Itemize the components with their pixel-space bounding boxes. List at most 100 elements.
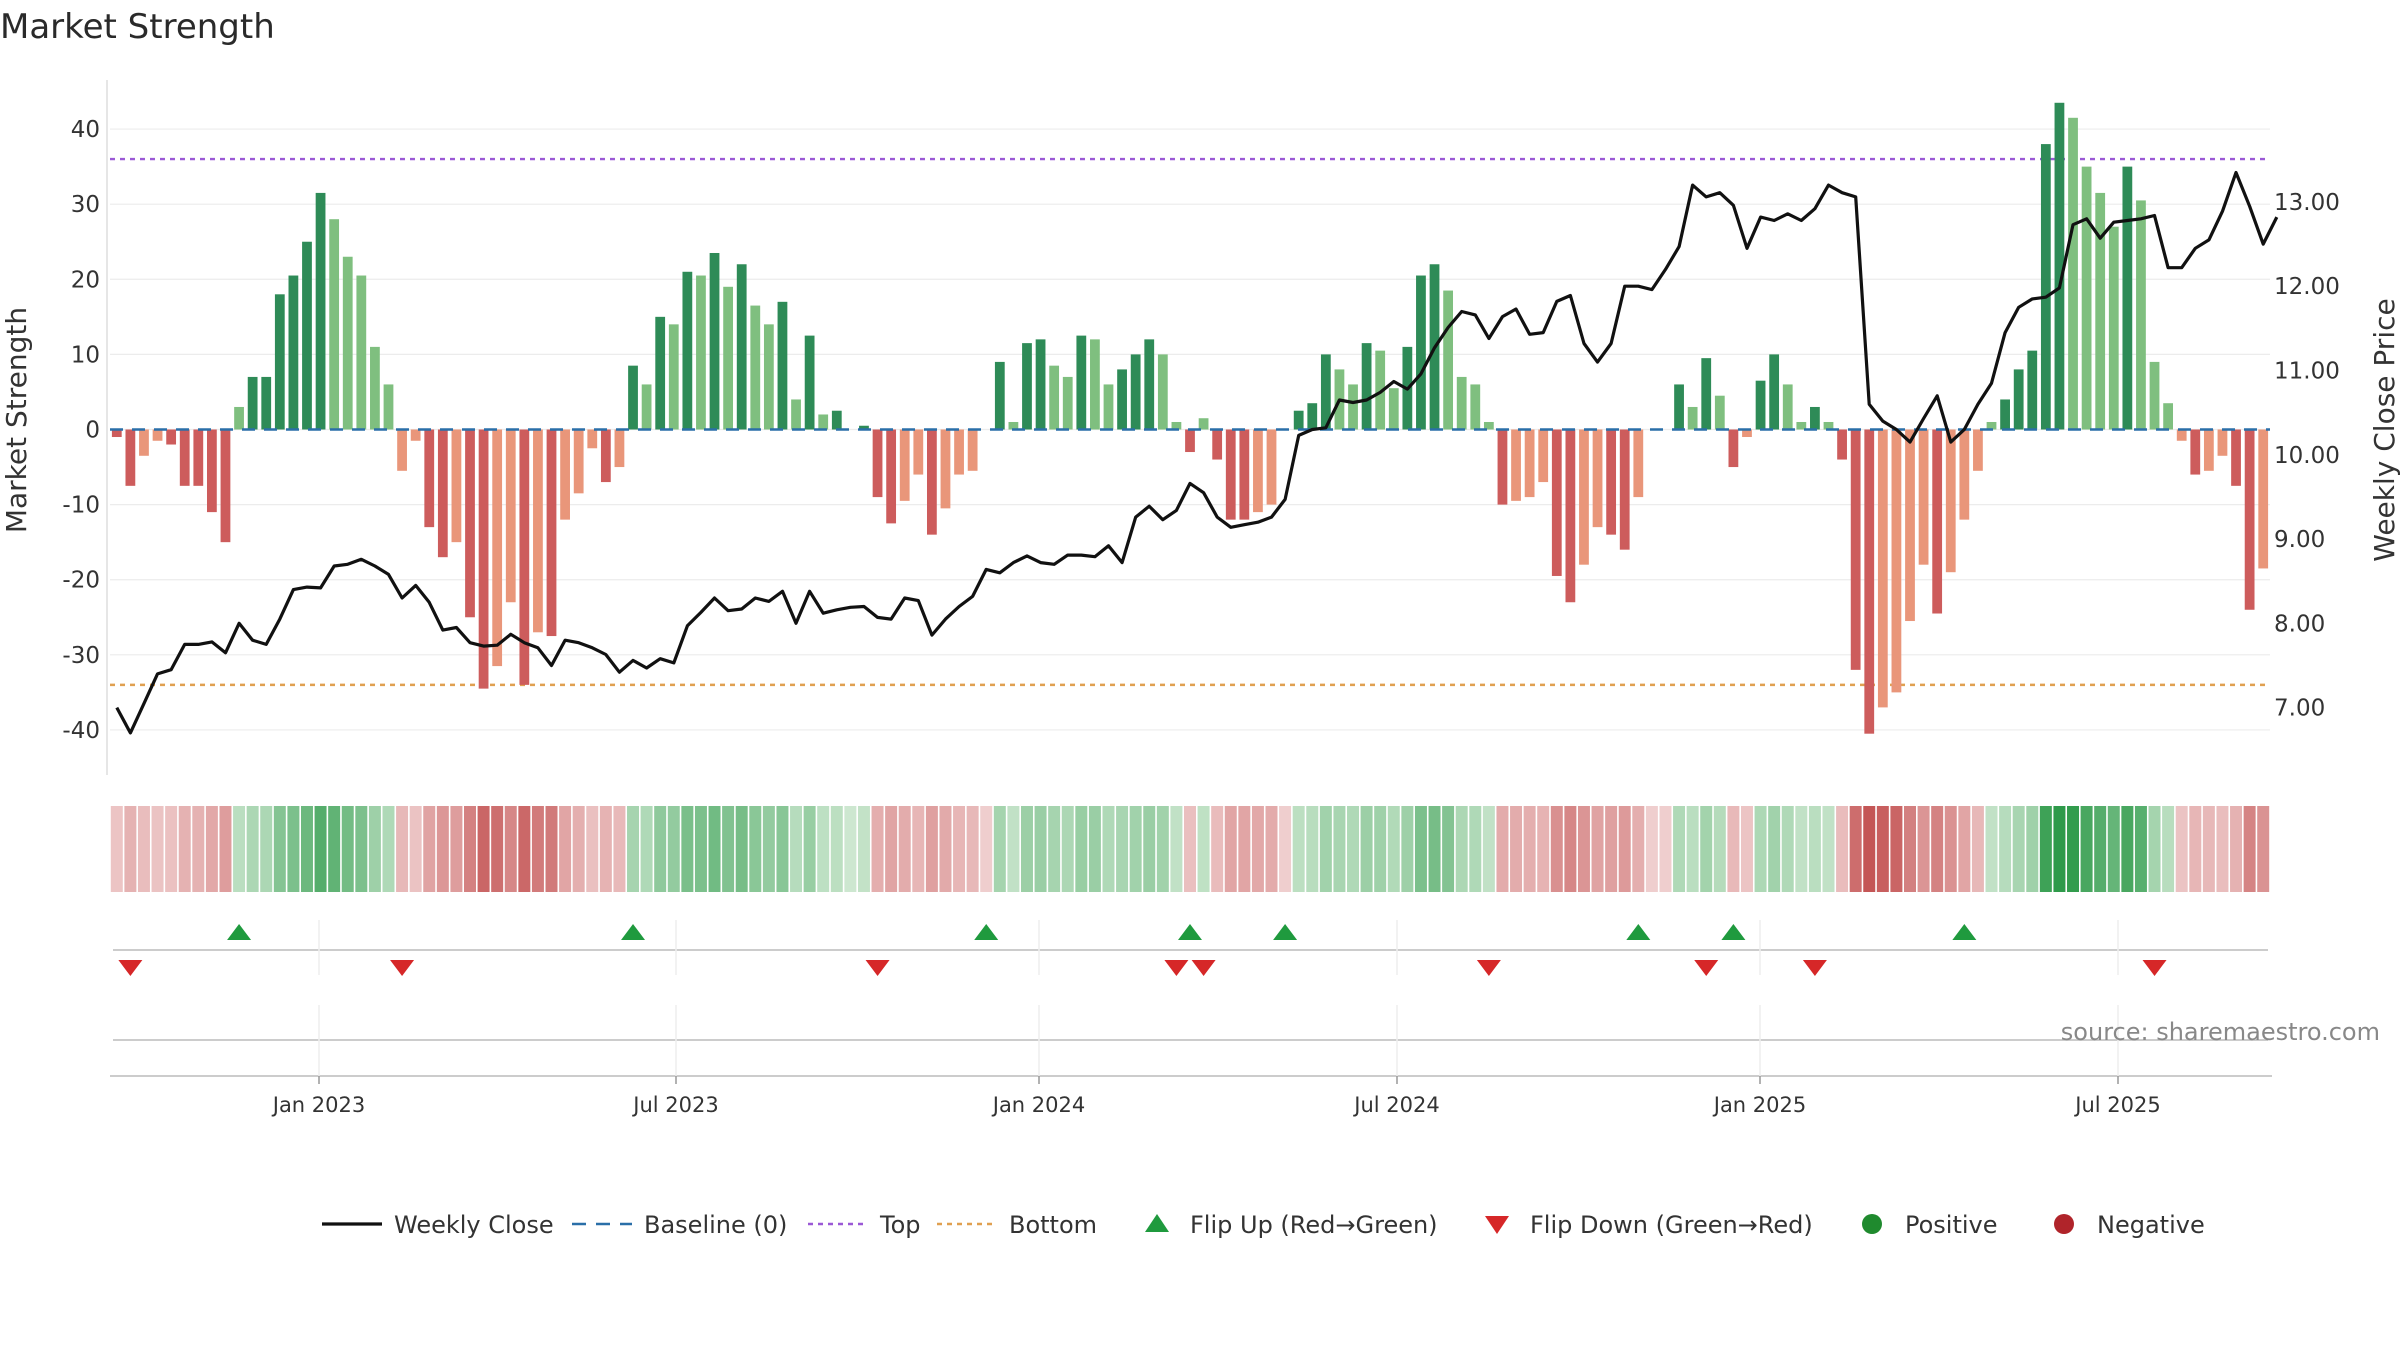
strip-cell <box>749 806 762 892</box>
strength-bar <box>410 429 421 441</box>
strength-bar <box>994 361 1005 430</box>
strength-bar <box>1864 429 1875 734</box>
strength-bar <box>437 429 448 558</box>
strength-bar <box>736 264 747 430</box>
strip-cell <box>2039 806 2052 892</box>
strength-bar <box>1266 429 1277 505</box>
left-tick-2: 20 <box>71 267 100 293</box>
strength-bar <box>1877 429 1888 708</box>
strength-bar <box>560 429 570 520</box>
strength-bar <box>492 429 503 667</box>
strip-cell <box>1836 806 1849 892</box>
strength-bar <box>1932 429 1943 614</box>
left-tick-5: -10 <box>62 493 100 519</box>
strip-cell <box>1822 806 1835 892</box>
weekly-close-line <box>115 170 2279 735</box>
legend-label: Flip Up (Red→Green) <box>1190 1211 1438 1239</box>
strip-cell <box>1605 806 1618 892</box>
source-note: source: sharemaestro.com <box>2061 1018 2380 1046</box>
strip-cell <box>803 806 816 892</box>
strength-heat-strip <box>110 806 2270 892</box>
strength-bar <box>1320 354 1331 430</box>
strength-bar <box>261 376 272 430</box>
left-tick-3: 10 <box>71 342 100 368</box>
strength-bar <box>2176 429 2187 441</box>
legend-label: Weekly Close <box>394 1211 554 1239</box>
strip-cell <box>1442 806 1455 892</box>
strength-bar <box>152 429 163 441</box>
strip-cell <box>1428 806 1441 892</box>
strip-cell <box>436 806 449 892</box>
strip-cell <box>545 806 558 892</box>
strip-cell <box>1401 806 1414 892</box>
strip-cell <box>1156 806 1169 892</box>
strength-bar <box>206 429 217 513</box>
legend-swatch <box>2054 1214 2074 1234</box>
strength-bar <box>1511 429 1521 501</box>
strip-cell <box>599 806 612 892</box>
strength-bar <box>315 192 326 430</box>
strength-bar <box>1117 369 1127 430</box>
strip-cell <box>1890 806 1903 892</box>
left-tick-8: -40 <box>62 718 100 744</box>
strength-bar <box>274 294 285 430</box>
strip-cell <box>939 806 952 892</box>
strength-bar <box>1375 350 1386 430</box>
legend-item-0: Weekly Close <box>322 1211 554 1239</box>
strip-cell <box>667 806 680 892</box>
strength-bar <box>465 429 475 618</box>
strength-bar <box>1171 421 1182 430</box>
strip-cell <box>1686 806 1699 892</box>
strength-bar <box>1307 403 1318 430</box>
strip-cell <box>1116 806 1129 892</box>
strip-cell <box>817 806 830 892</box>
strength-bar <box>2081 166 2092 430</box>
strength-bar <box>2054 102 2065 430</box>
strength-bar <box>709 252 720 430</box>
flip-down-marker <box>1164 960 1189 976</box>
strip-cell <box>1251 806 1264 892</box>
strength-bar <box>2068 117 2078 430</box>
strength-bar <box>1022 343 1032 430</box>
strength-bar <box>2027 350 2038 430</box>
strength-bar <box>356 275 367 430</box>
strip-cell <box>300 806 313 892</box>
strip-cell <box>1863 806 1876 892</box>
strength-bar <box>723 286 734 430</box>
strip-cell <box>287 806 300 892</box>
strip-cell <box>2243 806 2256 892</box>
strength-bar <box>913 429 924 475</box>
strip-cell <box>273 806 286 892</box>
strength-bar <box>1185 429 1195 453</box>
strip-cell <box>1659 806 1672 892</box>
strength-bar <box>2122 166 2133 430</box>
strip-cell <box>382 806 395 892</box>
strip-cell <box>1564 806 1577 892</box>
strength-bar <box>1850 429 1861 670</box>
strip-cell <box>830 806 843 892</box>
strength-bar <box>804 335 815 430</box>
strip-cell <box>640 806 653 892</box>
strength-bar <box>1456 376 1467 430</box>
strength-bar <box>818 414 829 430</box>
strength-bar <box>1579 429 1589 565</box>
strip-cell <box>1414 806 1427 892</box>
reference-lines <box>110 157 2270 687</box>
strength-bar <box>1524 429 1535 498</box>
strength-bar <box>234 406 244 430</box>
strength-bar <box>1253 429 1263 513</box>
strip-cell <box>1387 806 1400 892</box>
right-tick-5: 8.00 <box>2274 611 2325 637</box>
strip-cell <box>2162 806 2175 892</box>
strip-cell <box>1985 806 1998 892</box>
strip-cell <box>2012 806 2025 892</box>
strength-bar <box>193 429 204 486</box>
strip-cell <box>681 806 694 892</box>
legend-item-5: Flip Down (Green→Red) <box>1485 1211 1813 1239</box>
strength-bar <box>1416 275 1426 430</box>
strip-cell <box>178 806 191 892</box>
strength-bar <box>1212 429 1223 460</box>
strength-bar <box>1905 429 1915 622</box>
strip-cell <box>1931 806 1944 892</box>
strength-bar <box>1810 406 1820 430</box>
